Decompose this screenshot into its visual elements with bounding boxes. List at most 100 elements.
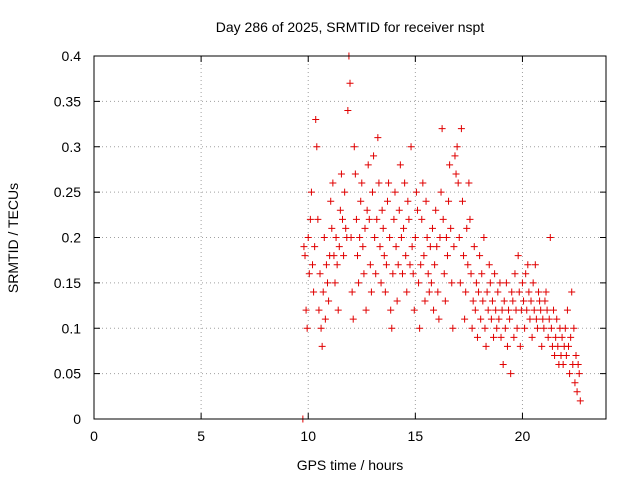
y-tick-label: 0.4 (62, 48, 82, 64)
data-point (362, 306, 370, 314)
data-point (461, 315, 469, 323)
y-tick-labels: 0 0.05 0.1 0.15 0.2 0.25 0.3 0.35 0.4 (54, 48, 81, 427)
data-point (455, 234, 463, 241)
data-point (353, 252, 361, 260)
data-point (483, 288, 491, 296)
data-point (390, 215, 398, 223)
data-point (312, 116, 320, 124)
data-point (435, 315, 443, 323)
data-point (368, 188, 376, 196)
data-point (531, 261, 539, 269)
data-point (387, 306, 395, 314)
data-point (334, 306, 342, 314)
data-point (487, 315, 495, 323)
data-point (339, 215, 347, 223)
data-point (467, 270, 475, 278)
data-point (419, 179, 427, 187)
data-point (351, 170, 359, 178)
data-point (417, 261, 425, 269)
data-point (492, 306, 500, 314)
data-point (428, 224, 436, 232)
data-point (449, 324, 457, 332)
data-point (468, 324, 476, 332)
data-point (478, 270, 486, 278)
data-point (448, 279, 456, 287)
data-point (373, 215, 381, 223)
data-point (495, 315, 503, 323)
data-point (386, 234, 394, 241)
data-point (311, 243, 319, 251)
data-points (299, 52, 584, 423)
data-point (335, 243, 343, 251)
data-point (382, 261, 390, 269)
data-point (457, 125, 465, 133)
data-point (438, 125, 446, 133)
data-point (463, 224, 471, 232)
data-point (431, 261, 439, 269)
data-point (462, 288, 470, 296)
data-point (544, 333, 552, 341)
data-point (359, 243, 367, 251)
data-point (320, 234, 328, 241)
data-point (532, 315, 540, 323)
data-point (535, 288, 543, 296)
x-tick-label: 5 (197, 428, 205, 444)
data-point (393, 297, 401, 305)
data-point (545, 315, 553, 323)
data-point (381, 288, 389, 296)
data-point (514, 252, 522, 260)
data-point (344, 106, 352, 114)
data-point (360, 270, 368, 278)
data-point (516, 342, 524, 350)
data-point (415, 279, 423, 287)
data-point (304, 234, 312, 241)
data-point (452, 170, 460, 178)
data-point (541, 297, 549, 305)
data-point (337, 170, 345, 178)
data-point (340, 252, 348, 260)
data-point (565, 342, 573, 350)
data-point (379, 224, 387, 232)
data-point (410, 306, 418, 314)
chart-title: Day 286 of 2025, SRMTID for receiver nsp… (216, 19, 485, 35)
data-point (342, 224, 350, 232)
data-point (485, 261, 493, 269)
data-point (395, 206, 403, 214)
data-point (398, 270, 406, 278)
data-point (432, 206, 440, 214)
data-point (404, 197, 412, 205)
data-point (361, 224, 369, 232)
data-point (329, 179, 337, 187)
data-point (526, 315, 534, 323)
x-tick-label: 15 (408, 428, 424, 444)
data-point (507, 370, 515, 378)
data-point (501, 324, 509, 332)
data-point (515, 288, 523, 296)
data-point (543, 306, 551, 314)
y-tick-label: 0.35 (54, 93, 81, 109)
data-point (370, 152, 378, 160)
data-point (494, 288, 502, 296)
data-point (521, 324, 529, 332)
data-point (442, 234, 450, 241)
x-tick-labels: 0 5 10 15 20 (90, 428, 530, 444)
data-point (377, 279, 385, 287)
data-point (336, 206, 344, 214)
data-point (371, 234, 379, 241)
data-point (472, 279, 480, 287)
data-point (420, 252, 428, 260)
data-point (367, 288, 375, 296)
y-tick-label: 0.2 (62, 230, 82, 246)
data-point (356, 234, 364, 241)
data-point (427, 279, 435, 287)
data-point (391, 188, 399, 196)
data-point (523, 306, 531, 314)
y-tick-label: 0.15 (54, 275, 81, 291)
data-point (313, 143, 321, 151)
data-point (407, 143, 415, 151)
data-point (466, 215, 474, 223)
data-point (306, 215, 314, 223)
data-point (375, 179, 383, 187)
data-point (378, 206, 386, 214)
